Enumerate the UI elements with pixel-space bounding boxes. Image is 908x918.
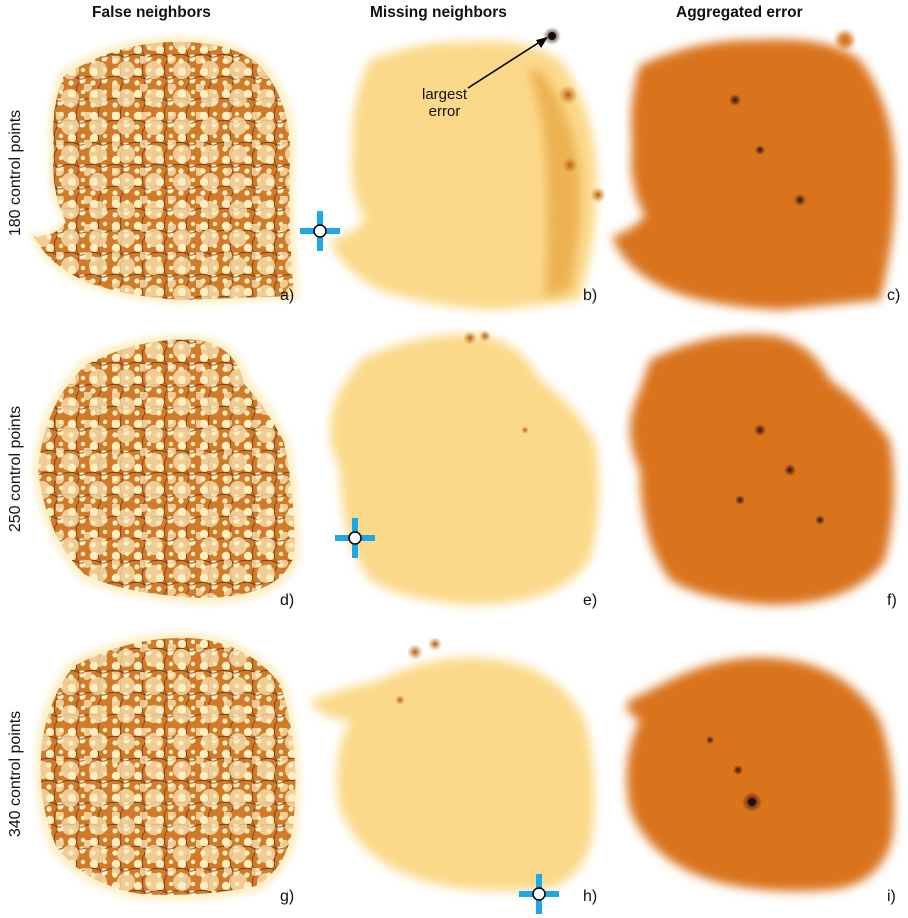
panel-letter-a: a): [280, 287, 295, 304]
crosshair-marker-icon: [519, 874, 559, 914]
panel-letter-g: g): [280, 888, 295, 905]
panel-g-false-neighbors-340: [34, 631, 301, 902]
panel-c-aggregated-error-180: [612, 32, 896, 311]
panel-f-aggregated-error-250: [630, 334, 894, 605]
largest-error-arrow: [467, 37, 548, 89]
column-title-aggregated-error: Aggregated error: [676, 4, 803, 21]
crosshair-marker-icon: [300, 211, 340, 251]
panel-letter-d: d): [280, 592, 295, 609]
annotation-line-2: error: [428, 103, 461, 120]
largest-error-annotation: largest error: [422, 86, 467, 120]
panel-letter-h: h): [583, 888, 598, 905]
panel-letter-b: b): [583, 287, 598, 304]
annotation-line-1: largest: [422, 86, 468, 103]
panel-i-aggregated-error-340: [626, 657, 895, 892]
panel-letter-c: c): [887, 287, 901, 304]
panel-h-missing-neighbors-340: [310, 637, 595, 892]
panel-a-false-neighbors-180: [28, 35, 300, 305]
panel-letter-e: e): [583, 592, 598, 609]
column-title-false-neighbors: False neighbors: [92, 4, 211, 21]
crosshair-marker-icon: [335, 518, 375, 558]
panel-e-missing-neighbors-250: [330, 330, 599, 605]
panel-d-false-neighbors-250: [32, 334, 301, 605]
panel-letter-f: f): [887, 592, 897, 609]
column-title-missing-neighbors: Missing neighbors: [370, 4, 507, 21]
panel-letter-i: i): [887, 888, 896, 905]
panel-b-missing-neighbors-180: [330, 27, 606, 311]
